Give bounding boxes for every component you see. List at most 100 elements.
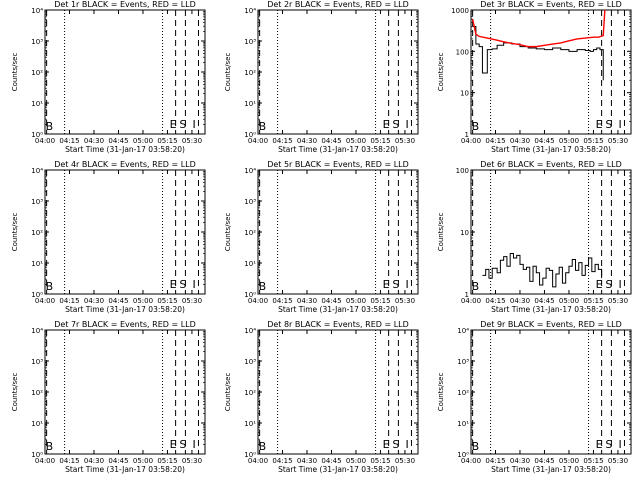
panel-title: Det 4r BLACK = Events, RED = LLD [54,160,196,169]
y-tick-label: 10 [460,229,469,237]
time-marker-label: S [179,278,186,291]
x-tick-label: 04:30 [297,137,317,145]
x-tick-label: 05:15 [157,137,177,145]
y-tick-label: 1 [465,131,469,139]
y-tick-label: 1000 [451,7,469,15]
x-axis-label: Start Time (31-Jan-17 03:58:20) [65,465,185,474]
y-axis-label: Counts/sec [11,53,19,92]
x-tick-label: 05:00 [559,457,579,465]
panel-9: Det 9r BLACK = Events, RED = LLD 04:00 04:… [437,320,632,474]
panel-2: Det 2r BLACK = Events, RED = LLD 04:00 04:… [224,0,419,154]
y-axis-label: Counts/sec [11,213,19,252]
panel-1: Det 1r BLACK = Events, RED = LLD 04:00 04:… [11,0,206,154]
x-tick-label: 04:30 [510,457,530,465]
series-lld-line [471,9,606,48]
y-tick-label: 10² [457,389,469,397]
plot-frame [257,169,419,295]
y-axis-label: Counts/sec [437,53,445,92]
y-tick-label: 10² [244,389,256,397]
time-marker-label: I [192,118,195,131]
x-tick-label: 05:30 [608,137,628,145]
x-tick-label: 04:30 [510,297,530,305]
x-tick-label: 05:30 [182,297,202,305]
y-tick-label: 1 [465,291,469,299]
time-marker-label: S [179,438,186,451]
panel-8: Det 8r BLACK = Events, RED = LLD 04:00 04:… [224,320,419,474]
y-tick-label: 10⁴ [244,327,256,335]
x-tick-label: 05:00 [133,137,153,145]
x-axis-label: Start Time (31-Jan-17 03:58:20) [278,305,398,314]
y-tick-label: 10¹ [244,260,256,268]
x-tick-label: 04:00 [35,137,55,145]
series-events-line [472,25,604,81]
y-tick-label: 10⁴ [31,327,43,335]
x-tick-label: 04:15 [485,297,505,305]
x-tick-label: 05:15 [583,137,603,145]
time-marker-label: I [405,118,408,131]
panel-7: Det 7r BLACK = Events, RED = LLD 04:00 04:… [11,320,206,474]
time-marker-label: B [259,120,267,133]
panel-title: Det 2r BLACK = Events, RED = LLD [267,0,409,9]
x-axis-label: Start Time (31-Jan-17 03:58:20) [65,305,185,314]
y-axis-label: Counts/sec [224,373,232,412]
time-marker-label: E [596,278,603,291]
x-tick-label: 04:30 [84,457,104,465]
time-marker-label: S [392,438,399,451]
y-tick-label: 10³ [31,198,43,206]
x-axis-label: Start Time (31-Jan-17 03:58:20) [491,465,611,474]
time-marker-label: E [596,118,603,131]
time-marker-label: S [392,118,399,131]
x-tick-label: 04:45 [534,137,554,145]
x-tick-label: 05:15 [157,457,177,465]
x-tick-label: 05:00 [133,297,153,305]
x-tick-label: 04:00 [461,457,481,465]
x-tick-label: 05:00 [133,457,153,465]
y-tick-label: 10⁴ [244,7,256,15]
x-tick-label: 05:00 [346,137,366,145]
y-tick-label: 10¹ [244,100,256,108]
x-tick-label: 05:30 [608,297,628,305]
x-tick-label: 05:15 [370,457,390,465]
y-tick-label: 10² [244,69,256,77]
x-axis-label: Start Time (31-Jan-17 03:58:20) [65,145,185,154]
series-events-line [482,253,603,288]
x-axis-label: Start Time (31-Jan-17 03:58:20) [278,145,398,154]
y-tick-label: 10¹ [244,420,256,428]
x-tick-label: 04:00 [248,297,268,305]
y-tick-label: 10² [31,229,43,237]
x-tick-label: 04:00 [461,137,481,145]
x-tick-label: 04:00 [461,297,481,305]
x-axis-label: Start Time (31-Jan-17 03:58:20) [491,145,611,154]
x-tick-label: 05:30 [395,457,415,465]
plot-frame [44,9,206,135]
x-tick-label: 04:30 [297,457,317,465]
x-tick-label: 04:00 [35,457,55,465]
time-marker-label: I [618,438,621,451]
panel-title: Det 5r BLACK = Events, RED = LLD [267,160,409,169]
time-marker-label: B [472,440,480,453]
y-tick-label: 10⁰ [31,451,43,459]
panel-title: Det 6r BLACK = Events, RED = LLD [480,160,622,169]
panel-6: Det 6r BLACK = Events, RED = LLD 04:00 04:… [437,160,632,314]
time-marker-label: E [170,118,177,131]
y-tick-label: 100 [456,167,469,175]
x-tick-label: 04:30 [84,137,104,145]
x-tick-label: 05:30 [182,457,202,465]
y-axis-label: Counts/sec [437,213,445,252]
x-tick-label: 05:30 [608,457,628,465]
time-marker-label: E [170,278,177,291]
x-tick-label: 05:00 [346,457,366,465]
y-tick-label: 10⁰ [31,291,43,299]
time-marker-label: S [605,438,612,451]
y-tick-label: 10¹ [31,420,43,428]
time-marker-label: S [605,118,612,131]
x-tick-label: 04:00 [248,457,268,465]
panel-title: Det 7r BLACK = Events, RED = LLD [54,320,196,329]
time-marker-label: S [605,278,612,291]
x-tick-label: 04:15 [272,137,292,145]
plot-frame [470,9,632,135]
y-tick-label: 10⁰ [244,131,256,139]
plot-frame [44,169,206,295]
x-tick-label: 05:15 [583,297,603,305]
time-marker-label: B [46,280,54,293]
